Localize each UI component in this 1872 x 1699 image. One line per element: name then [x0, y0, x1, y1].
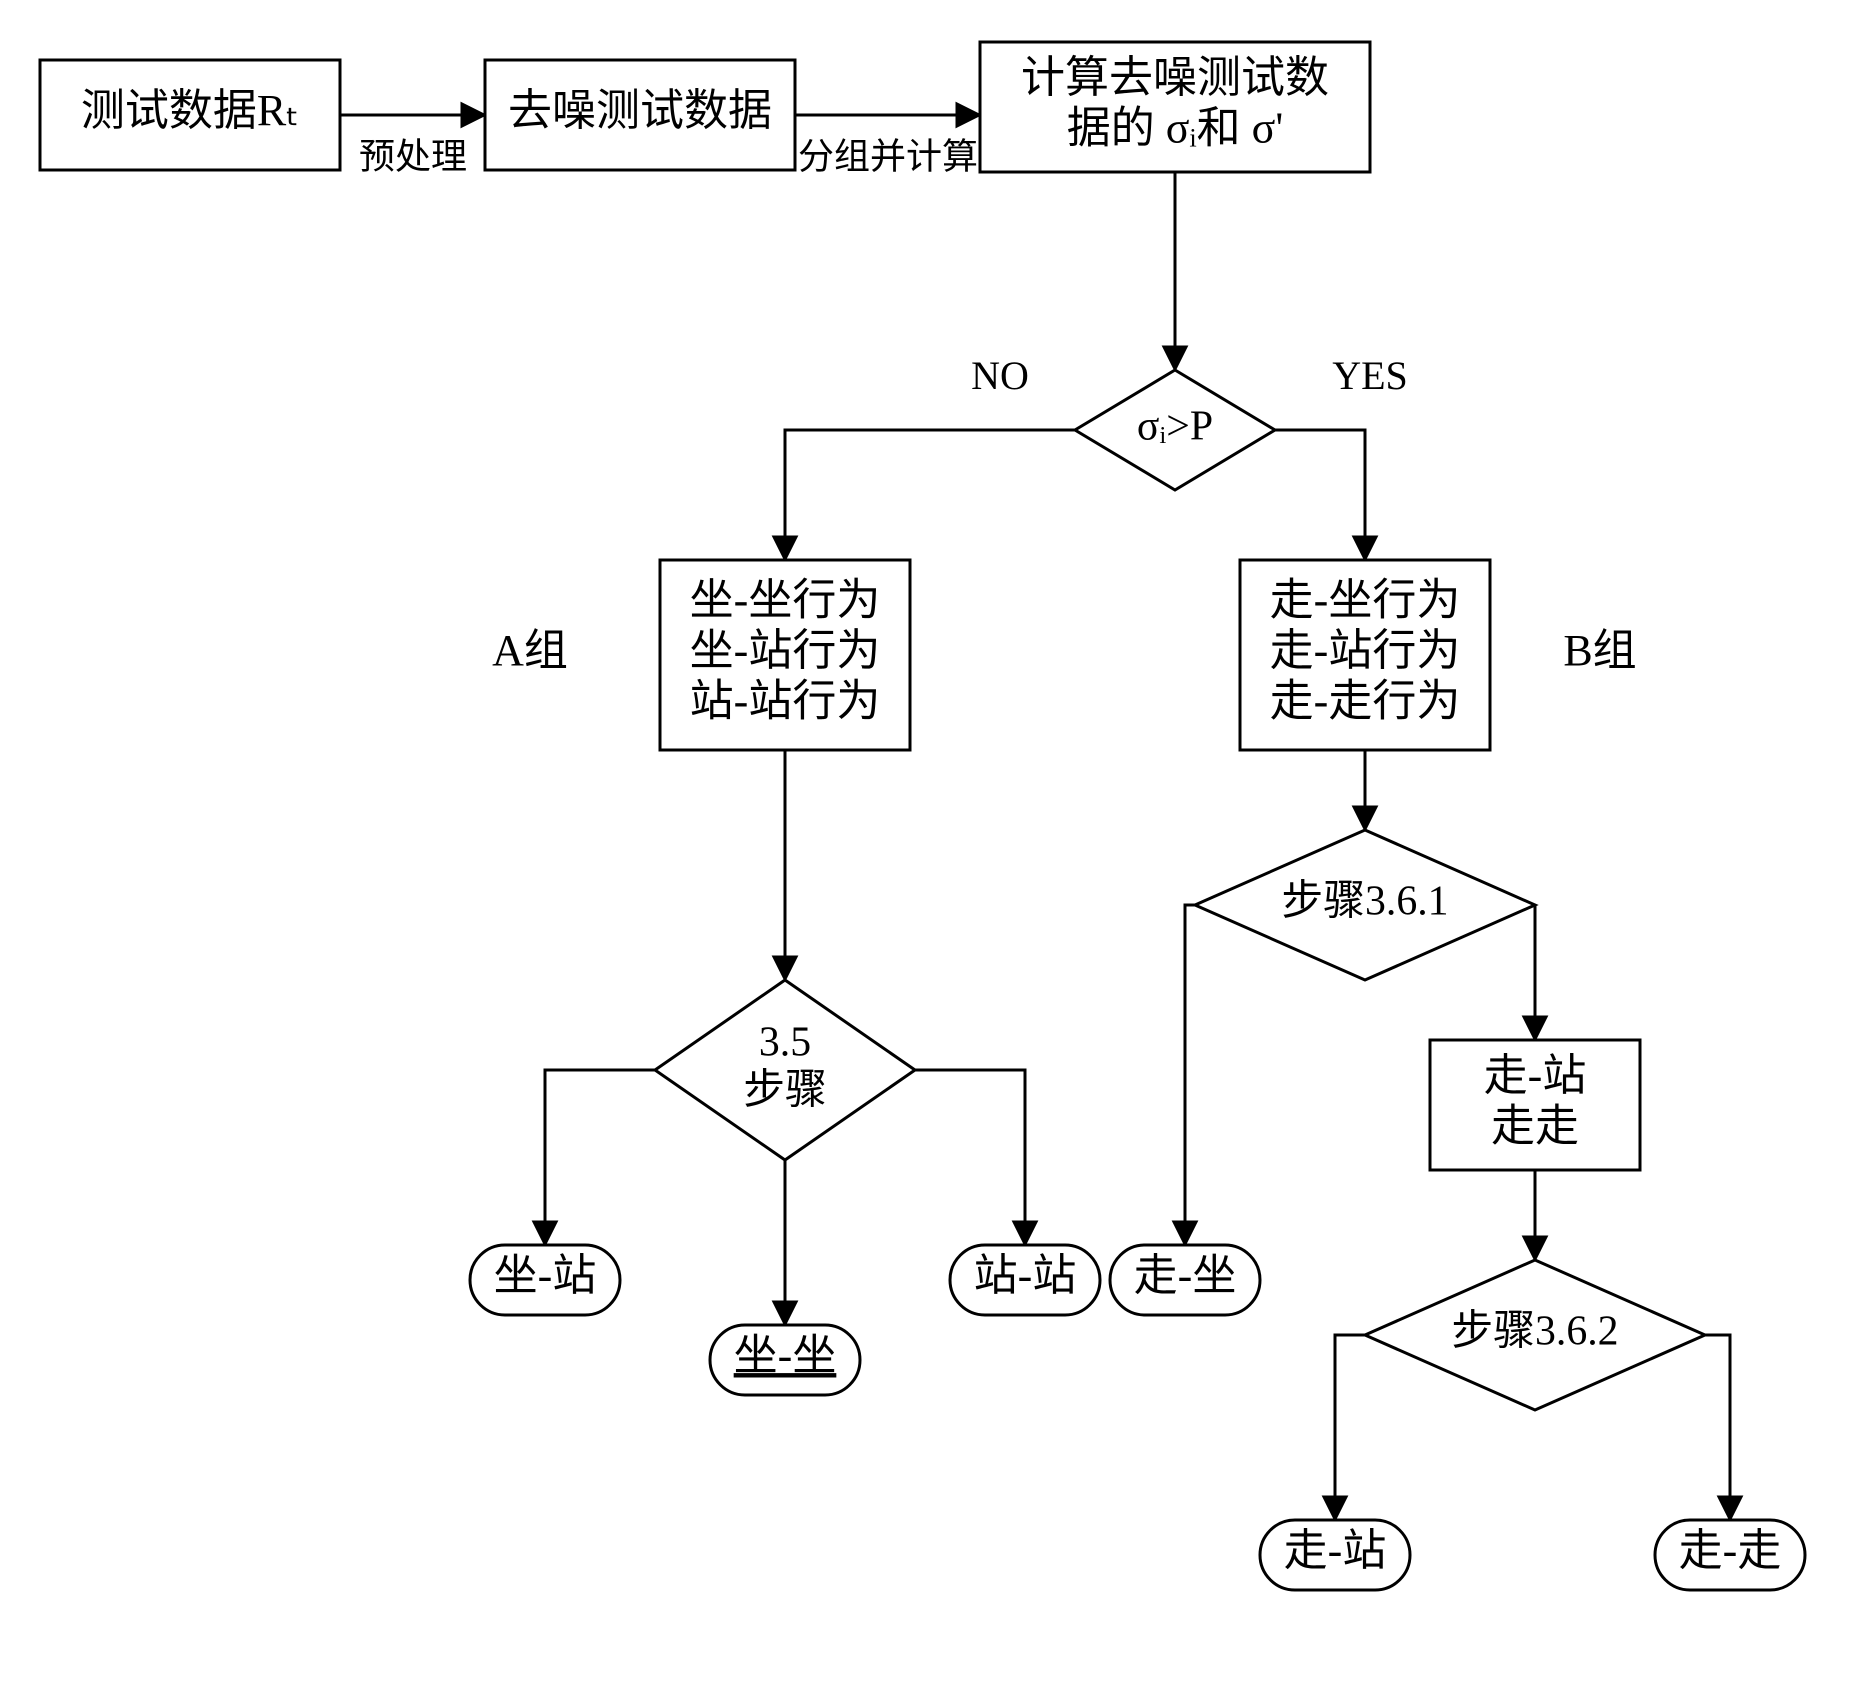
- node-d1: σᵢ>P: [1075, 370, 1275, 490]
- svg-text:站-站行为: 站-站行为: [690, 677, 881, 726]
- svg-text:走走: 走走: [1491, 1101, 1579, 1150]
- svg-text:走-坐: 走-坐: [1134, 1251, 1237, 1300]
- node-t1: 坐-站: [470, 1245, 620, 1315]
- node-n2: 去噪测试数据: [485, 60, 795, 170]
- svg-text:走-走: 走-走: [1679, 1526, 1782, 1575]
- flowchart-canvas: 测试数据Rₜ去噪测试数据计算去噪测试数据的 σᵢ和 σ'σᵢ>P坐-坐行为坐-站…: [0, 0, 1872, 1699]
- svg-text:走-站: 走-站: [1484, 1051, 1587, 1100]
- node-n3: 计算去噪测试数据的 σᵢ和 σ': [980, 42, 1370, 172]
- edge-e5: [1275, 430, 1365, 560]
- svg-text:3.5: 3.5: [759, 1020, 811, 1066]
- svg-text:计算去噪测试数: 计算去噪测试数: [1021, 53, 1329, 102]
- svg-text:坐-站行为: 坐-站行为: [690, 626, 881, 675]
- edge-e10: [915, 1070, 1025, 1245]
- edge-e11: [1185, 905, 1195, 1245]
- edge-e4: [785, 430, 1075, 560]
- edge-e8: [545, 1070, 655, 1245]
- node-d2: 3.5步骤: [655, 980, 915, 1160]
- svg-text:走-坐行为: 走-坐行为: [1270, 575, 1461, 624]
- edge-label-e5: YES: [1332, 353, 1408, 398]
- svg-text:走-站行为: 走-站行为: [1270, 626, 1461, 675]
- edge-label-e2: 分组并计算: [798, 136, 978, 176]
- group-label-1: B组: [1563, 626, 1636, 675]
- node-t2: 坐-坐: [710, 1325, 860, 1395]
- svg-text:步骤3.6.2: 步骤3.6.2: [1451, 1309, 1618, 1355]
- edge-e15: [1705, 1335, 1730, 1520]
- node-d3: 步骤3.6.1: [1195, 830, 1535, 980]
- node-t4: 走-坐: [1110, 1245, 1260, 1315]
- group-label-0: A组: [492, 626, 568, 675]
- svg-text:据的 σᵢ和 σ': 据的 σᵢ和 σ': [1067, 103, 1284, 152]
- svg-text:σᵢ>P: σᵢ>P: [1137, 404, 1213, 450]
- svg-text:坐-站: 坐-站: [494, 1251, 597, 1300]
- node-n5: 走-坐行为走-站行为走-走行为: [1240, 560, 1490, 750]
- svg-text:走-走行为: 走-走行为: [1270, 677, 1461, 726]
- svg-text:步骤: 步骤: [743, 1068, 827, 1114]
- edge-label-e1: 预处理: [359, 136, 467, 176]
- node-n6: 走-站走走: [1430, 1040, 1640, 1170]
- svg-text:测试数据Rₜ: 测试数据Rₜ: [81, 86, 299, 135]
- node-t3: 站-站: [950, 1245, 1100, 1315]
- edge-e14: [1335, 1335, 1365, 1520]
- edge-label-e4: NO: [971, 353, 1029, 398]
- svg-text:坐-坐行为: 坐-坐行为: [690, 575, 881, 624]
- svg-text:步骤3.6.1: 步骤3.6.1: [1281, 879, 1448, 925]
- svg-text:站-站: 站-站: [974, 1251, 1077, 1300]
- svg-text:走-站: 走-站: [1284, 1526, 1387, 1575]
- node-t6: 走-走: [1655, 1520, 1805, 1590]
- svg-text:坐-坐: 坐-坐: [734, 1331, 837, 1380]
- node-d4: 步骤3.6.2: [1365, 1260, 1705, 1410]
- svg-text:去噪测试数据: 去噪测试数据: [508, 86, 772, 135]
- node-n4: 坐-坐行为坐-站行为站-站行为: [660, 560, 910, 750]
- node-t5: 走-站: [1260, 1520, 1410, 1590]
- node-n1: 测试数据Rₜ: [40, 60, 340, 170]
